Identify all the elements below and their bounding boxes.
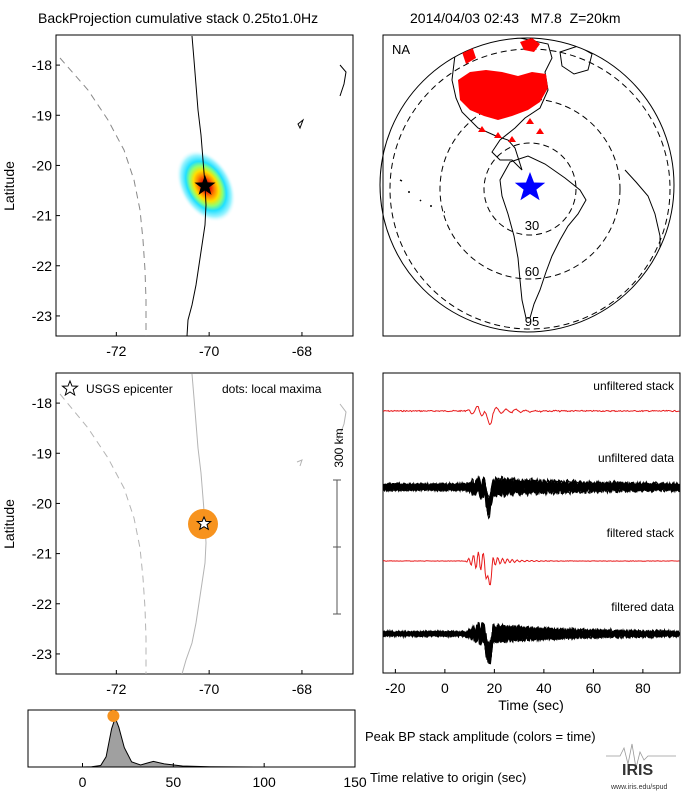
x-tick-label: -68 xyxy=(292,343,312,359)
unfiltered-data-trace xyxy=(383,475,680,507)
white-star-icon xyxy=(195,515,213,531)
red-triangle-icon xyxy=(494,132,502,138)
coastline xyxy=(186,35,207,336)
distance-label-60: 60 xyxy=(525,264,539,279)
iris-logo-mark: IRIS xyxy=(622,762,653,779)
y-tick-label: -19 xyxy=(32,445,52,461)
y-tick-label: -20 xyxy=(32,495,52,511)
x-tick-label: -68 xyxy=(292,681,312,697)
trench-line xyxy=(59,57,147,336)
unfiltered-data-trace xyxy=(383,477,680,512)
scale-bar xyxy=(333,479,341,615)
trace-label-filtered-data: filtered data xyxy=(611,600,674,614)
x-tick-label: 20 xyxy=(487,680,503,696)
scale-bar-label: 300 km xyxy=(332,428,346,467)
black-star-icon xyxy=(194,175,216,195)
globe-panel: NA 30 60 95 xyxy=(379,34,681,337)
time-origin-label: Time relative to origin (sec) xyxy=(370,770,526,785)
y-tick-label: -23 xyxy=(32,308,52,324)
stack-map-ylabel: Latitude xyxy=(1,161,17,211)
y-tick-label: -21 xyxy=(32,208,52,224)
traces-frame xyxy=(382,372,681,674)
y-tick-label: -20 xyxy=(32,157,52,173)
x-tick-label: 50 xyxy=(166,774,182,790)
distance-label-30: 30 xyxy=(525,218,539,233)
north-america-outline xyxy=(451,38,553,171)
y-tick-label: -18 xyxy=(32,395,52,411)
figure-title: BackProjection cumulative stack 0.25to1.… xyxy=(38,10,318,26)
trace-label-unfiltered-stack: unfiltered stack xyxy=(593,379,675,393)
distance-label-95: 95 xyxy=(525,314,539,329)
station-cluster-north xyxy=(520,38,540,52)
x-tick-label: 100 xyxy=(252,774,276,790)
legend-epicenter-label: USGS epicenter xyxy=(86,382,173,396)
x-tick-label: 0 xyxy=(441,680,449,696)
x-tick-label: 40 xyxy=(536,680,552,696)
unfiltered-data-trace xyxy=(383,477,680,508)
pacific-islands xyxy=(399,179,445,213)
amplitude-panel: 0 50 100 150 Peak BP stack amplitude (color… xyxy=(27,709,596,790)
red-triangle-icon xyxy=(478,126,486,132)
x-tick-label: -72 xyxy=(106,681,126,697)
x-tick-label: 60 xyxy=(586,680,602,696)
globe-region-label: NA xyxy=(392,42,410,57)
coastline-detail xyxy=(296,403,347,467)
trace-label-unfiltered-data: unfiltered data xyxy=(598,451,674,465)
y-tick-label: -23 xyxy=(32,646,52,662)
distance-ring-30 xyxy=(483,142,577,236)
white-star-icon xyxy=(61,379,79,397)
y-tick-label: -22 xyxy=(32,258,52,274)
unfiltered-stack-trace xyxy=(383,405,680,426)
seismogram-logo-icon xyxy=(606,743,676,769)
stack-map-panel: Latitude -18 -19 -20 -21 -22 -23 -72 -70 -68 xyxy=(1,34,354,359)
peak-amplitude-label: Peak BP stack amplitude (colors = time) xyxy=(365,729,596,744)
event-info: 2014/04/03 02:43 M7.8 Z=20km xyxy=(410,10,621,26)
y-tick-label: -18 xyxy=(32,57,52,73)
legend-dots-label: dots: local maxima xyxy=(222,382,322,396)
y-tick-label: -21 xyxy=(32,546,52,562)
red-triangle-icon xyxy=(536,128,544,134)
traces-xlabel: Time (sec) xyxy=(498,697,564,713)
x-tick-label: 80 xyxy=(635,680,651,696)
coastline xyxy=(181,373,207,674)
y-tick-label: -19 xyxy=(32,107,52,123)
peak-amplitude-dot xyxy=(107,710,120,722)
station-cluster-main xyxy=(458,70,548,120)
x-tick-label: 0 xyxy=(79,774,87,790)
south-america-outline xyxy=(499,155,587,319)
traces-panel: unfiltered stack unfiltered data filtere… xyxy=(382,372,681,713)
amplitude-area xyxy=(28,716,355,767)
filtered-data-trace xyxy=(383,624,680,660)
globe-outline xyxy=(379,37,675,333)
red-triangle-icon xyxy=(508,136,516,142)
x-tick-label: -70 xyxy=(199,343,219,359)
red-triangle-icon xyxy=(526,118,534,124)
filtered-stack-trace xyxy=(383,551,680,586)
iris-logo: IRIS www.iris.edu/spud xyxy=(606,743,676,791)
coastline-detail-1 xyxy=(339,64,347,97)
coastline-detail-2 xyxy=(297,118,305,130)
amplitude-frame xyxy=(27,709,356,768)
blue-star-icon xyxy=(514,172,546,201)
x-tick-label: -72 xyxy=(106,343,126,359)
x-tick-label: -20 xyxy=(385,680,405,696)
trench-line xyxy=(59,393,147,674)
x-tick-label: -70 xyxy=(199,681,219,697)
maxima-map-panel: USGS epicenter dots: local maxima 300 km… xyxy=(1,372,354,697)
iris-logo-url: www.iris.edu/spud xyxy=(610,784,668,791)
maxima-map-ylabel: Latitude xyxy=(1,499,17,549)
distance-ring-95 xyxy=(389,48,671,330)
y-tick-label: -22 xyxy=(32,596,52,612)
x-tick-label: 150 xyxy=(343,774,367,790)
trace-label-filtered-stack: filtered stack xyxy=(607,526,675,540)
